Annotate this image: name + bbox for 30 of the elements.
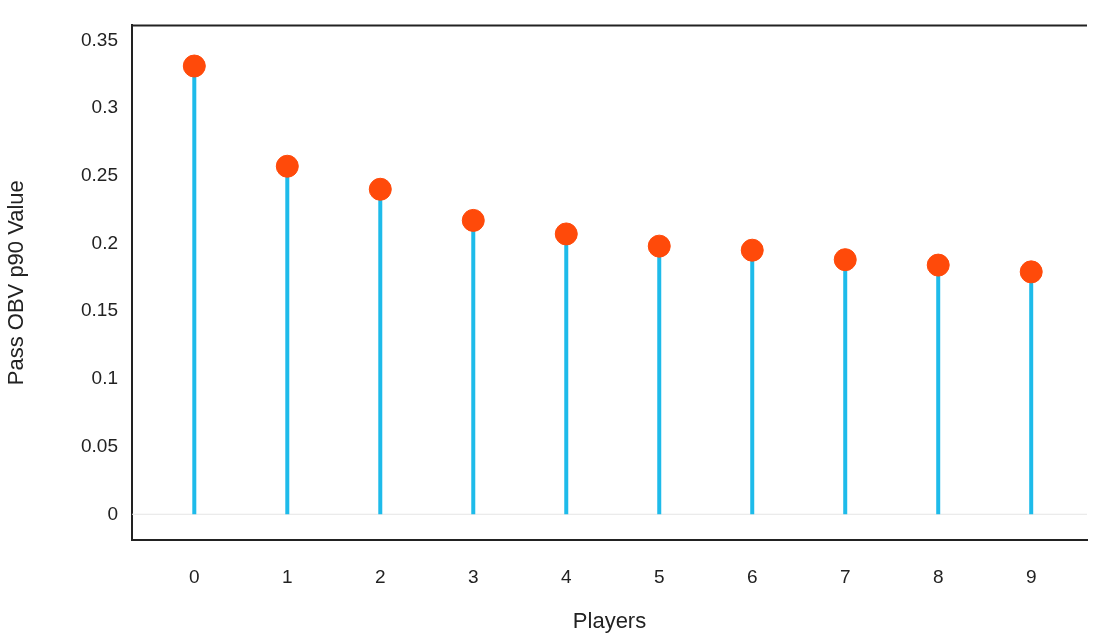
x-tick-label: 3 [467,565,479,587]
y-tick-label: 0.2 [91,231,118,253]
x-tick-label: 1 [282,565,293,587]
y-tick-label: 0.15 [81,299,118,321]
y-tick-label: 0.35 [81,28,118,50]
y-tick-label: 0 [107,502,118,524]
x-tick-label: 0 [189,565,200,587]
x-tick-label: 8 [932,565,944,587]
point [647,234,671,258]
x-tick-label: 2 [374,565,386,587]
point [368,177,392,201]
y-tick-label: 0.05 [81,434,118,456]
point [833,248,857,272]
point [275,154,299,178]
y-tick-label: 0.25 [81,163,118,185]
point [461,208,485,232]
y-tick-label: 0.1 [91,367,118,389]
point [182,54,206,78]
point [1019,260,1043,284]
x-tick-label: 7 [839,565,851,587]
y-tick-label: 0.3 [91,96,118,118]
x-tick-label: 5 [653,565,665,587]
x-axis-title: Players [572,607,647,633]
point [926,253,950,277]
x-tick-label: 4 [560,565,572,587]
point [554,222,578,246]
y-axis-title: Pass OBV p90 Value [3,180,29,386]
x-tick-label: 9 [1025,565,1037,587]
point [740,238,764,262]
x-tick-label: 6 [746,565,758,587]
